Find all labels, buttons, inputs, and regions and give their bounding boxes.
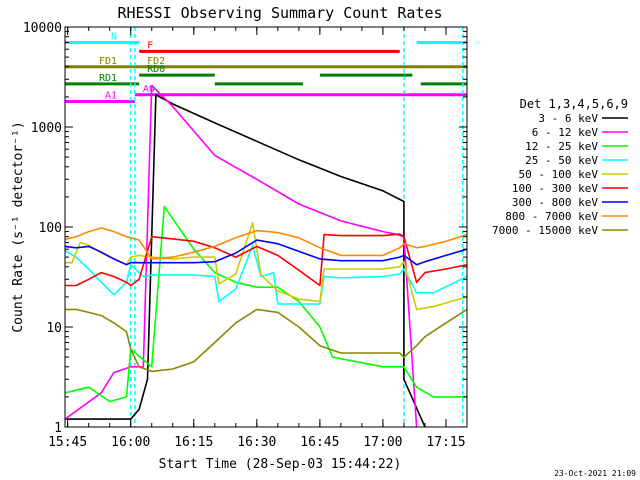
series-line-7 <box>65 227 467 260</box>
flag-label-a0: A0 <box>143 84 155 95</box>
x-tick-label: 16:45 <box>300 435 339 450</box>
legend-label-2: 12 - 25 keV <box>525 140 598 153</box>
legend-title: Det 1,3,4,5,6,9 <box>520 97 628 111</box>
chart-title: RHESSI Observing Summary Count Rates <box>117 4 442 22</box>
legend-label-1: 6 - 12 keV <box>532 126 599 139</box>
x-tick-label: 16:15 <box>174 435 213 450</box>
y-axis-label: Count Rate (s⁻¹ detector⁻¹) <box>11 121 26 332</box>
y-tick-label: 100 <box>39 221 62 236</box>
x-tick-label: 17:15 <box>426 435 465 450</box>
x-tick-label: 16:30 <box>237 435 276 450</box>
legend-label-0: 3 - 6 keV <box>538 112 598 125</box>
series-line-1 <box>65 84 418 427</box>
axes: 15:45 16:00 16:15 16:30 16:45 17:00 17:15 1 10 10… <box>23 21 468 450</box>
flag-label-f: F <box>147 40 153 51</box>
series-line-3 <box>65 244 467 305</box>
flag-label-rd1: RD1 <box>99 73 117 84</box>
flag-label-fd2: FD2 <box>147 56 165 67</box>
x-tick-label: 16:00 <box>111 435 150 450</box>
legend-label-3: 25 - 50 keV <box>525 154 598 167</box>
series-line-2 <box>65 205 467 403</box>
y-tick-label: 10000 <box>23 21 62 36</box>
flag-label-a1: A1 <box>105 90 117 101</box>
flag-label-rd0: RD0 <box>147 64 165 75</box>
series-line-6 <box>65 239 467 266</box>
series-line-5 <box>65 233 467 287</box>
legend-label-4: 50 - 100 keV <box>519 168 599 181</box>
footer-timestamp: 23-Oct-2021 21:09 <box>554 469 636 478</box>
legend-label-5: 100 - 300 keV <box>512 182 598 195</box>
series-lines <box>65 84 467 427</box>
x-axis-label: Start Time (28-Sep-03 15:44:22) <box>159 457 402 472</box>
series-line-8 <box>65 308 467 373</box>
series-line-0 <box>65 94 426 427</box>
legend-label-7: 800 - 7000 keV <box>505 210 598 223</box>
y-tick-label: 1 <box>54 421 62 436</box>
legend-label-6: 300 - 800 keV <box>512 196 598 209</box>
x-tick-label: 15:45 <box>48 435 87 450</box>
x-tick-label: 17:00 <box>363 435 402 450</box>
y-tick-label: 10 <box>46 321 62 336</box>
y-tick-label: 1000 <box>31 121 62 136</box>
flag-label-n: N <box>111 31 117 42</box>
legend-label-8: 7000 - 15000 keV <box>492 224 598 237</box>
flag-label-fd1: FD1 <box>99 56 117 67</box>
